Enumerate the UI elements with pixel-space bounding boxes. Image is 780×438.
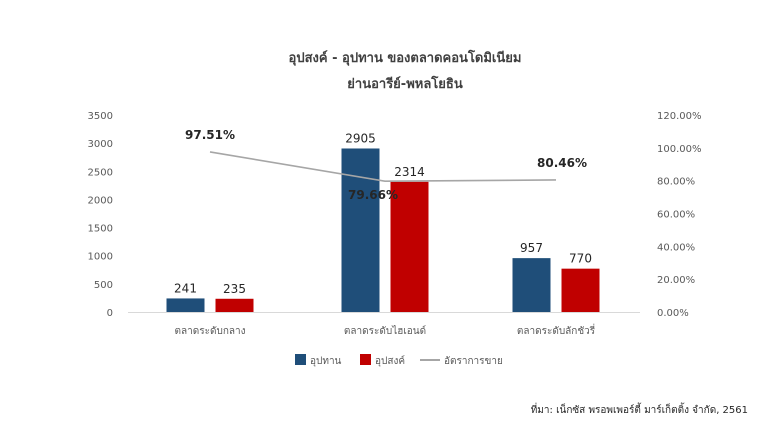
legend-label-supply: อุปทาน — [310, 356, 342, 367]
left-axis-tick-label: 0 — [107, 308, 113, 319]
right-axis-tick-label: 20.00% — [657, 275, 695, 286]
category-label: ตลาดระดับไฮเอนด์ — [344, 325, 426, 337]
sales-rate-label: 80.46% — [537, 156, 587, 170]
left-axis-tick-label: 3500 — [88, 111, 113, 122]
left-axis-tick-label: 1500 — [88, 224, 113, 235]
bar-demand — [561, 268, 600, 312]
bar-label-supply: 957 — [520, 241, 543, 255]
legend: อุปทาน อุปสงค์ อัตราการขาย — [295, 354, 503, 367]
bar-supply — [341, 148, 380, 312]
legend-swatch-demand — [360, 354, 371, 365]
right-axis-ticks: 0.00% 20.00% 40.00% 60.00% 80.00% 100.00% 120.… — [657, 111, 702, 319]
right-axis-tick-label: 120.00% — [657, 111, 702, 122]
bar-demand — [390, 181, 429, 312]
sales-rate-line — [209, 151, 557, 183]
left-axis-tick-label: 500 — [94, 280, 113, 291]
bar-label-demand: 235 — [223, 282, 246, 296]
left-axis-tick-label: 2000 — [88, 195, 113, 206]
source-note: ที่มา: เน็กซัส พรอพเพอร์ตี้ มาร์เก็ตติ้ง… — [531, 402, 748, 416]
right-axis-tick-label: 80.00% — [657, 177, 695, 188]
bar-supply — [512, 258, 551, 312]
right-axis-tick-label: 40.00% — [657, 242, 695, 253]
sales-rate-label: 97.51% — [185, 128, 235, 142]
right-axis-tick-label: 100.00% — [657, 144, 702, 155]
bar-demand — [215, 298, 254, 312]
bar-label-demand: 2314 — [394, 165, 425, 179]
legend-label-demand: อุปสงค์ — [375, 355, 405, 367]
category-label: ตลาดระดับลักชัวรี่ — [517, 323, 596, 337]
left-axis-tick-label: 3000 — [88, 139, 113, 150]
right-axis-tick-label: 0.00% — [657, 308, 689, 319]
legend-label-sales-rate: อัตราการขาย — [444, 356, 503, 367]
legend-swatch-supply — [295, 354, 306, 365]
category-labels-group: ตลาดระดับกลาง ตลาดระดับไฮเอนด์ ตลาดระดับลั… — [175, 323, 596, 337]
sales-rate-labels-group: 97.51% 79.66% 80.46% — [185, 128, 587, 202]
right-axis-tick-label: 60.00% — [657, 210, 695, 221]
left-axis-tick-label: 1000 — [88, 252, 113, 263]
chart-subtitle: ย่านอารีย์-พหลโยธิน — [347, 75, 463, 92]
bar-label-supply: 241 — [174, 281, 197, 295]
left-axis-ticks: 0 500 1000 1500 2000 2500 3000 3500 — [88, 111, 113, 319]
left-axis-tick-label: 2500 — [88, 167, 113, 178]
category-label: ตลาดระดับกลาง — [175, 326, 246, 337]
bar-supply — [166, 298, 205, 312]
chart-title: อุปสงค์ - อุปทาน ของตลาดคอนโดมิเนียม — [289, 49, 522, 66]
sales-rate-line-group — [209, 151, 557, 183]
bar-label-supply: 2905 — [345, 131, 376, 145]
bar-labels-group: 241 235 2905 2314 957 770 — [174, 131, 592, 295]
sales-rate-label: 79.66% — [348, 188, 398, 202]
bar-label-demand: 770 — [569, 252, 592, 266]
